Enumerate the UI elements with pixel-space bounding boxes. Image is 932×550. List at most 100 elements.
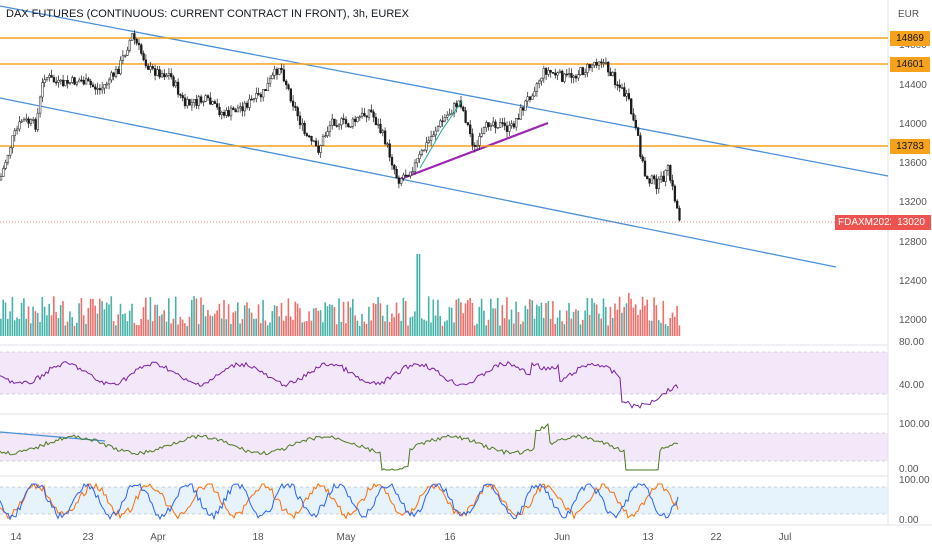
- candle-body: [620, 87, 624, 89]
- candle-body: [333, 118, 336, 126]
- volume-bar: [363, 321, 366, 336]
- volume-bar: [211, 316, 214, 336]
- lower-channel-line[interactable]: [0, 97, 837, 268]
- volume-bar: [89, 298, 92, 336]
- volume-bar: [287, 298, 290, 336]
- candle-body: [623, 87, 626, 97]
- volume-bar: [308, 311, 310, 336]
- candle-body: [549, 70, 552, 73]
- support-trendline[interactable]: [397, 121, 549, 182]
- currency-label: EUR: [898, 9, 920, 20]
- upper-channel-line[interactable]: [0, 5, 889, 177]
- volume-bar: [503, 318, 506, 336]
- candle-body: [149, 66, 152, 70]
- volume-bar: [315, 307, 317, 336]
- volume-bar: [618, 296, 621, 336]
- candle-body: [643, 160, 647, 177]
- candle-body: [199, 96, 203, 103]
- candle-body: [354, 118, 357, 122]
- candle-body: [22, 118, 26, 122]
- candle-body: [13, 130, 16, 137]
- volume-bar: [584, 310, 586, 336]
- volume-bar: [145, 297, 147, 336]
- time-tick: Apr: [150, 532, 166, 543]
- candle-body: [218, 107, 221, 116]
- candle-body: [0, 176, 3, 181]
- candle-body: [377, 123, 380, 126]
- volume-bar: [607, 325, 609, 336]
- time-tick: 14: [10, 532, 22, 543]
- candle-body: [475, 145, 479, 147]
- candle-body: [561, 70, 564, 82]
- price-tick: 12800: [899, 237, 927, 248]
- volume-bar: [423, 319, 425, 336]
- volume-bar: [501, 305, 504, 336]
- candle-body: [321, 136, 325, 146]
- candle-body: [301, 122, 304, 126]
- volume-bar: [469, 297, 471, 336]
- candle-body: [427, 140, 430, 143]
- volume-bar: [151, 321, 154, 336]
- candle-body: [133, 33, 136, 40]
- volume-bar: [655, 305, 658, 336]
- candle-body: [250, 98, 253, 101]
- volume-bar: [195, 298, 198, 336]
- volume-bar: [379, 303, 382, 336]
- volume-bar: [602, 298, 605, 336]
- candle-body: [478, 136, 481, 146]
- volume-bar: [246, 302, 248, 336]
- volume-bar: [105, 302, 108, 336]
- candle-body: [107, 79, 111, 85]
- candle-body: [519, 107, 522, 120]
- candle-body: [213, 101, 217, 104]
- volume-bar: [135, 325, 138, 336]
- volume-bar: [273, 305, 276, 336]
- volume-bar: [312, 308, 315, 336]
- level-badge-14869[interactable]: 14869: [890, 31, 930, 46]
- volume-bar: [342, 301, 345, 336]
- candle-body: [390, 156, 394, 166]
- volume-bar: [556, 317, 559, 336]
- candle-body: [9, 147, 12, 156]
- candle-body: [634, 119, 637, 128]
- price-tick: 12000: [899, 315, 927, 326]
- level-badge-14601[interactable]: 14601: [890, 57, 930, 72]
- candle-body: [563, 73, 566, 82]
- volume-bar: [85, 323, 87, 336]
- volume-bar: [404, 301, 407, 336]
- candle-body: [64, 80, 67, 87]
- volume-bar: [641, 296, 644, 336]
- candle-body: [190, 102, 194, 106]
- candle-body: [314, 140, 318, 147]
- volume-bar: [234, 311, 237, 336]
- current-price-badge[interactable]: 13020: [891, 215, 931, 230]
- volume-bar: [131, 303, 133, 336]
- volume-bar: [616, 309, 619, 336]
- candle-body: [455, 103, 458, 107]
- volume-bar: [122, 314, 124, 336]
- level-badge-13783[interactable]: 13783: [890, 139, 930, 154]
- symbol-badge[interactable]: FDAXM2022: [835, 215, 899, 230]
- volume-bar: [621, 312, 623, 336]
- candle-body: [197, 96, 200, 106]
- volume-bar: [462, 313, 464, 336]
- candle-body: [61, 79, 65, 87]
- candle-body: [264, 89, 267, 91]
- candle-body: [351, 118, 355, 127]
- candle-body: [193, 99, 196, 103]
- volume-bar: [441, 325, 444, 336]
- candle-body: [209, 97, 212, 105]
- volume-bar: [506, 297, 508, 336]
- rsi-tick-high: 80.00: [899, 337, 925, 348]
- candle-body: [130, 33, 134, 41]
- candle-body: [128, 40, 131, 51]
- volume-bar: [317, 310, 320, 336]
- volume-bar: [455, 299, 458, 336]
- candle-body: [535, 83, 539, 92]
- volume-bar: [572, 311, 575, 336]
- candle-body: [673, 185, 677, 202]
- candle-body: [78, 79, 81, 83]
- candle-body: [105, 83, 108, 86]
- volume-bar: [575, 309, 577, 336]
